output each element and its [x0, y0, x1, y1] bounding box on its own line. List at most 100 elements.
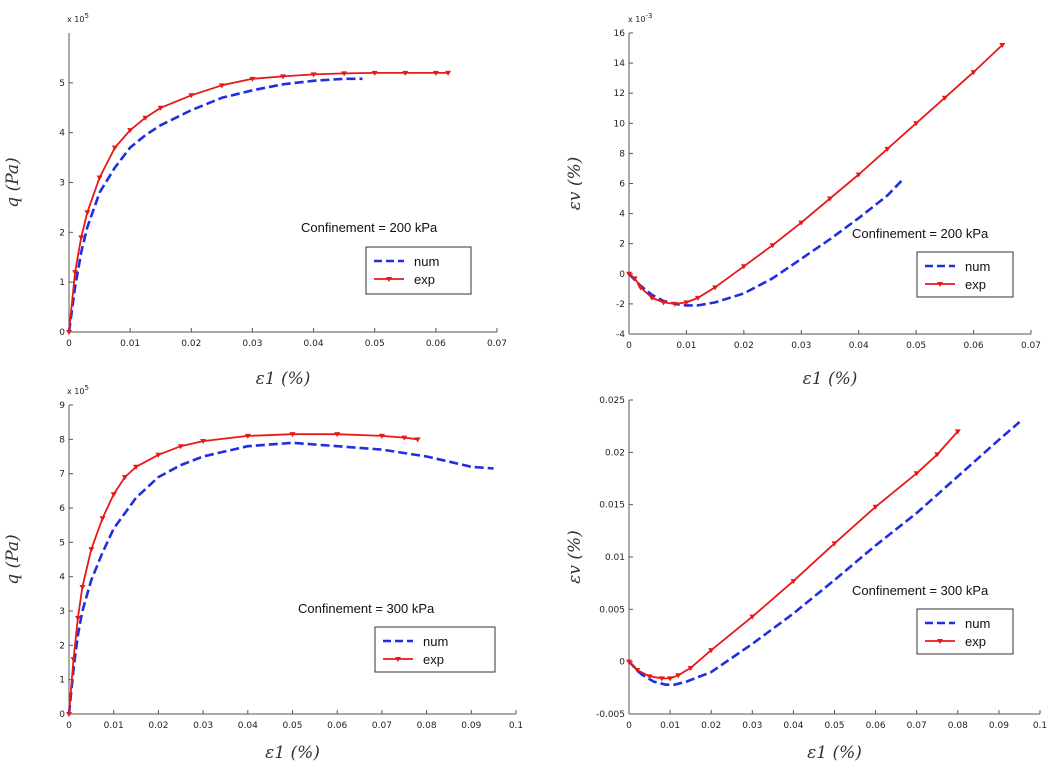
x-axis-label: ε1 (%) — [803, 369, 858, 389]
data-point-exp — [626, 659, 632, 665]
data-point-exp — [884, 146, 891, 152]
data-point-exp — [402, 70, 409, 76]
data-point-exp — [855, 172, 862, 178]
data-point-exp — [401, 435, 408, 441]
legend-label-num: num — [965, 616, 990, 631]
data-point-exp — [88, 547, 95, 553]
y-axis-label: εv (%) — [565, 530, 585, 584]
data-point-exp — [999, 43, 1006, 49]
series-line-num — [67, 441, 494, 715]
data-point-exp — [634, 668, 641, 674]
confinement-annotation: Confinement = 200 kPa — [852, 226, 989, 241]
x-tick-label: 0.02 — [734, 341, 754, 351]
legend-label-num: num — [414, 254, 439, 269]
legend-box — [916, 251, 1014, 298]
data-point-exp — [155, 452, 162, 458]
x-tick-label: 0.08 — [948, 721, 968, 731]
legend: num exp — [365, 246, 472, 295]
legend: num exp — [374, 626, 496, 673]
data-point-exp — [378, 433, 385, 439]
data-point-exp — [121, 475, 128, 481]
data-point-exp — [954, 429, 961, 435]
y-tick-label: 8 — [59, 435, 65, 445]
y-tick-label: 4 — [619, 210, 625, 220]
data-point-exp — [289, 432, 296, 438]
y-tick-label: 3 — [59, 607, 65, 617]
data-point-exp — [626, 271, 632, 277]
confinement-annotation: Confinement = 300 kPa — [298, 601, 435, 616]
x-tick-label: 0.07 — [372, 721, 392, 731]
data-point-exp — [445, 70, 452, 76]
data-point-exp — [177, 444, 184, 450]
data-point-exp — [99, 516, 106, 522]
y-axis-label: εv (%) — [565, 157, 585, 211]
x-tick-label: 0.03 — [791, 341, 811, 351]
x-tick-label: 0.07 — [907, 721, 927, 731]
y-tick-label: 0.005 — [599, 605, 625, 615]
y-tick-label: 0 — [59, 710, 65, 720]
data-point-exp — [66, 330, 72, 335]
x-tick-label: 0 — [626, 341, 632, 351]
data-point-exp — [667, 676, 674, 682]
x-tick-label: 0.06 — [866, 721, 886, 731]
y-tick-label: 4 — [59, 573, 65, 583]
x-tick-label: 0.08 — [417, 721, 437, 731]
y-tick-label: 7 — [59, 470, 65, 480]
data-point-exp — [941, 95, 948, 101]
data-point-exp — [72, 270, 79, 276]
y-tick-label: 9 — [59, 401, 65, 411]
y-axis-label: q (Pa) — [3, 534, 23, 584]
series-line-exp — [628, 430, 959, 680]
x-tick-label: 0.06 — [327, 721, 347, 731]
data-point-exp — [827, 196, 833, 202]
data-point-exp — [371, 70, 378, 76]
data-point-exp — [769, 243, 776, 249]
data-point-exp — [749, 614, 756, 620]
data-point-exp — [188, 93, 195, 99]
x-tick-label: 0.02 — [181, 339, 201, 349]
x-tick-label: 0.05 — [824, 721, 844, 731]
x-tick-label: 0.01 — [104, 721, 124, 731]
data-point-exp — [66, 712, 72, 717]
data-point-exp — [110, 492, 117, 498]
x-tick-label: 0.04 — [304, 339, 324, 349]
data-point-exp — [432, 70, 439, 76]
y-tick-label: 0 — [619, 270, 625, 280]
y-tick-label: 2 — [619, 240, 625, 250]
confinement-annotation: Confinement = 300 kPa — [852, 583, 989, 598]
data-point-exp — [334, 432, 341, 438]
data-point-exp — [244, 433, 251, 439]
data-point-exp — [142, 115, 149, 121]
x-tick-label: 0.04 — [783, 721, 803, 731]
data-point-exp — [96, 175, 103, 181]
y-tick-label: 6 — [59, 504, 65, 514]
data-point-exp — [414, 437, 421, 443]
data-point-exp — [310, 72, 317, 78]
x-axis-label: ε1 (%) — [265, 743, 320, 763]
legend-marker-exp — [937, 282, 943, 287]
y-tick-label: 10 — [614, 119, 626, 129]
legend-label-exp: exp — [965, 634, 986, 649]
data-point-exp — [660, 300, 667, 306]
x-tick-label: 0.04 — [849, 341, 869, 351]
data-point-exp — [127, 128, 134, 134]
data-point-exp — [687, 665, 694, 671]
data-point-exp — [934, 452, 941, 458]
data-point-exp — [798, 220, 805, 226]
y-tick-label: -2 — [616, 300, 625, 310]
y-axis-multiplier: x 10-3 — [628, 12, 652, 24]
data-point-exp — [637, 285, 644, 291]
data-point-exp — [648, 295, 655, 301]
y-tick-label: 0.02 — [605, 448, 625, 458]
legend-label-exp: exp — [423, 652, 444, 667]
legend-marker-exp — [386, 277, 392, 282]
legend: num exp — [916, 608, 1014, 655]
y-tick-label: 14 — [614, 59, 626, 69]
data-point-exp — [111, 145, 118, 151]
legend-marker-exp — [395, 657, 401, 662]
x-axis-label: ε1 (%) — [256, 369, 311, 389]
series-line-num — [67, 77, 363, 333]
x-tick-label: 0.07 — [487, 339, 507, 349]
data-point-exp — [79, 584, 86, 590]
x-tick-label: 0.06 — [426, 339, 446, 349]
